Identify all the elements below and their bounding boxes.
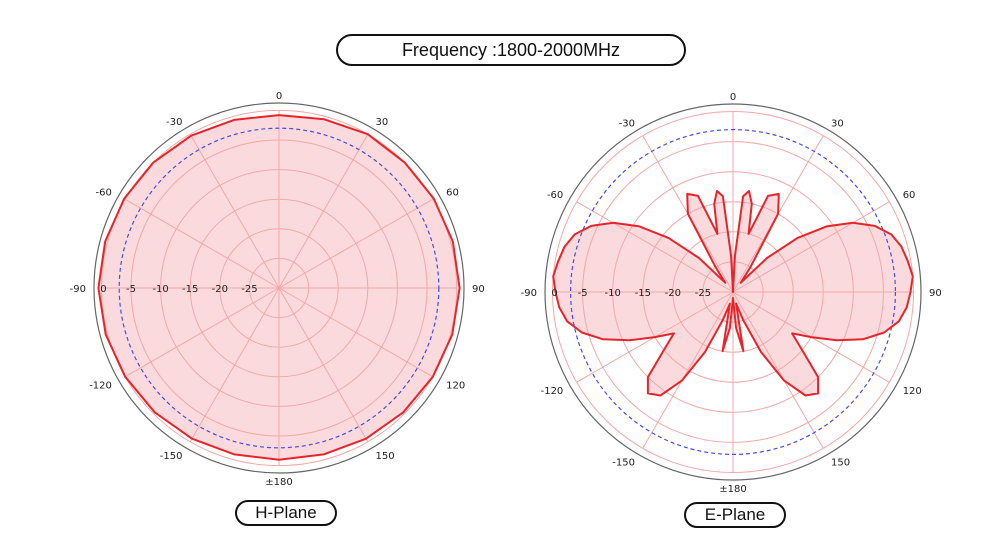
grid-spoke <box>278 287 369 443</box>
angle-tick-label: -150 <box>612 458 635 469</box>
grid-spoke <box>278 198 434 289</box>
pattern-line <box>552 190 914 397</box>
angle-tick-label: 30 <box>376 117 389 128</box>
radial-tick-label: -25 <box>241 284 257 295</box>
angle-tick-label: 120 <box>903 386 922 397</box>
angle-tick-label: ±180 <box>265 477 292 488</box>
angle-tick-label: -30 <box>619 118 635 129</box>
radial-tick-label: -20 <box>665 288 681 299</box>
outer-circle <box>93 102 465 474</box>
angle-tick-label: -90 <box>521 288 537 299</box>
radial-tick-label: -10 <box>605 288 621 299</box>
h-plane-title: H-Plane <box>235 500 337 526</box>
angle-tick-label: 150 <box>831 458 850 469</box>
angle-tick-label: -90 <box>70 284 86 295</box>
grid-spoke <box>576 201 734 293</box>
angle-tick-label: -120 <box>541 386 564 397</box>
radial-tick-label: 0 <box>100 284 106 295</box>
angle-tick-label: 90 <box>929 288 942 299</box>
radial-tick-label: -5 <box>126 284 136 295</box>
radial-tick-label: -20 <box>212 284 228 295</box>
angle-tick-label: 120 <box>446 381 465 392</box>
grid-spoke <box>642 291 734 449</box>
grid-spoke <box>278 133 369 289</box>
angle-tick-label: 0 <box>730 92 736 103</box>
h-plane-chart: 0 30 60 90 120 150 ±180 -150 -120 -90 -60 -30 0 -5 -10… <box>70 91 485 488</box>
reference-circle <box>569 129 896 455</box>
angle-tick-label: 90 <box>472 284 485 295</box>
angle-tick-label: ±180 <box>719 484 746 495</box>
angle-tick-label: -120 <box>89 381 112 392</box>
frequency-label: Frequency :1800-2000MHz <box>336 34 686 66</box>
radial-tick-label: -10 <box>152 284 168 295</box>
angle-tick-label: -60 <box>547 190 563 201</box>
grid-spoke <box>278 287 434 378</box>
angle-tick-label: -60 <box>96 188 112 199</box>
e-plane-chart: 0 30 60 90 120 150 ±180 -150 -120 -90 -60 -30 0 -5 -10… <box>521 92 942 495</box>
radial-tick-label: 0 <box>551 288 557 299</box>
grid-spoke <box>189 287 280 443</box>
outer-circle <box>544 103 922 481</box>
pattern-line <box>97 114 461 461</box>
radial-tick-label: -15 <box>635 288 651 299</box>
grid-spoke <box>732 201 890 293</box>
radial-tick-label: -15 <box>182 284 198 295</box>
grid-spoke <box>124 198 280 289</box>
angle-tick-label: -150 <box>160 451 183 462</box>
angle-tick-label: 60 <box>446 188 459 199</box>
grid-spoke <box>732 291 824 449</box>
e-plane-title: E-Plane <box>684 502 786 528</box>
angle-tick-label: 60 <box>903 190 916 201</box>
angle-tick-label: 30 <box>831 118 844 129</box>
angle-tick-label: -30 <box>166 117 182 128</box>
angle-tick-label: 0 <box>276 91 282 102</box>
angle-tick-label: 150 <box>376 451 395 462</box>
radial-tick-label: -25 <box>695 288 711 299</box>
radial-tick-label: -5 <box>578 288 588 299</box>
grid-spoke <box>124 287 280 378</box>
reference-circle <box>118 127 440 449</box>
grid-spoke <box>189 133 280 289</box>
